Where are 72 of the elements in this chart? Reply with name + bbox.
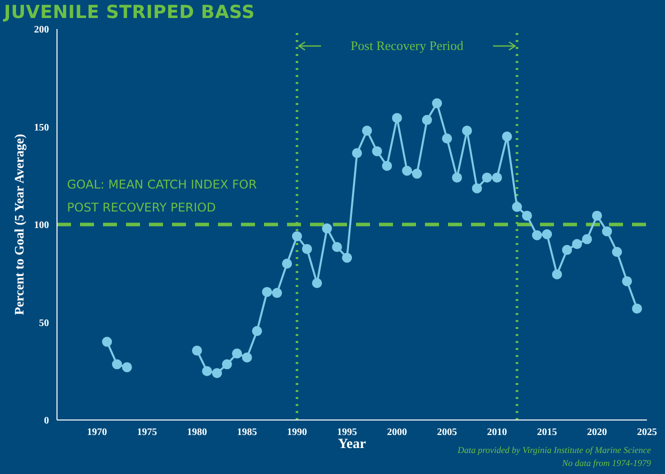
point [262, 286, 272, 297]
point [412, 168, 422, 179]
point [342, 252, 352, 263]
point [122, 362, 132, 372]
point [442, 133, 452, 144]
point [382, 160, 392, 171]
point [502, 132, 512, 142]
point [622, 276, 632, 286]
x-tick-label: 2000 [387, 427, 407, 438]
y-tick-label: 200 [34, 24, 49, 36]
point [332, 242, 342, 252]
point [252, 326, 262, 336]
point [292, 231, 302, 242]
point [562, 244, 572, 255]
point [462, 126, 472, 136]
x-tick-label: 2010 [487, 427, 507, 438]
point [572, 239, 582, 250]
y-tick-label: 100 [34, 220, 49, 232]
ref-line-label: GOAL: MEAN CATCH INDEX FOR POST RECOVERY PERIOD [67, 178, 257, 214]
point [102, 336, 112, 347]
point [372, 146, 382, 156]
point [452, 172, 462, 183]
x-tick-label: 2015 [537, 427, 557, 438]
point [532, 230, 542, 240]
point [312, 278, 322, 288]
x-tick-label: 1975 [137, 427, 157, 438]
point [522, 210, 532, 221]
point [492, 172, 502, 183]
x-tick-label: 1990 [287, 427, 307, 438]
point [582, 234, 592, 244]
point [422, 114, 432, 125]
x-tick-label: 2025 [637, 427, 657, 438]
x-tick-label: 2005 [437, 427, 457, 438]
chart-title: JUVENILE STRIPED BASS [4, 2, 255, 23]
point [552, 269, 562, 280]
x-tick-label: 1985 [237, 427, 257, 438]
point [272, 288, 282, 298]
point [592, 210, 602, 221]
annotation: Post Recovery Period [350, 38, 464, 53]
point [512, 202, 522, 212]
y-axis-title: Percent to Goal (5 Year Average) [12, 134, 27, 316]
x-tick-label: 2020 [587, 427, 607, 438]
point [302, 244, 312, 254]
y-tick-label: 0 [44, 416, 49, 427]
x-axis-title: Year [338, 436, 366, 452]
point [402, 166, 412, 176]
point [192, 346, 202, 356]
point [542, 229, 552, 240]
y-tick-label: 50 [39, 318, 49, 329]
point [392, 112, 402, 123]
point [362, 126, 372, 136]
point [632, 304, 642, 314]
text: No data from 1974-1979 [561, 457, 651, 470]
point [352, 148, 362, 158]
point [612, 246, 622, 257]
point [222, 359, 232, 370]
point [602, 226, 612, 236]
point [112, 359, 122, 370]
x-tick-label: 1995 [337, 427, 357, 438]
point [242, 352, 252, 362]
point [202, 366, 212, 376]
text: Data provided by Virginia Institute of Marine Science [458, 444, 651, 457]
point [212, 368, 222, 378]
point [232, 348, 242, 359]
x-tick-label: 1980 [187, 427, 207, 438]
point [432, 98, 442, 108]
x-tick-label: 1970 [87, 427, 107, 438]
point [322, 223, 332, 234]
point [482, 172, 492, 183]
point [282, 258, 292, 269]
y-tick-label: 150 [34, 122, 49, 134]
point [472, 183, 482, 194]
